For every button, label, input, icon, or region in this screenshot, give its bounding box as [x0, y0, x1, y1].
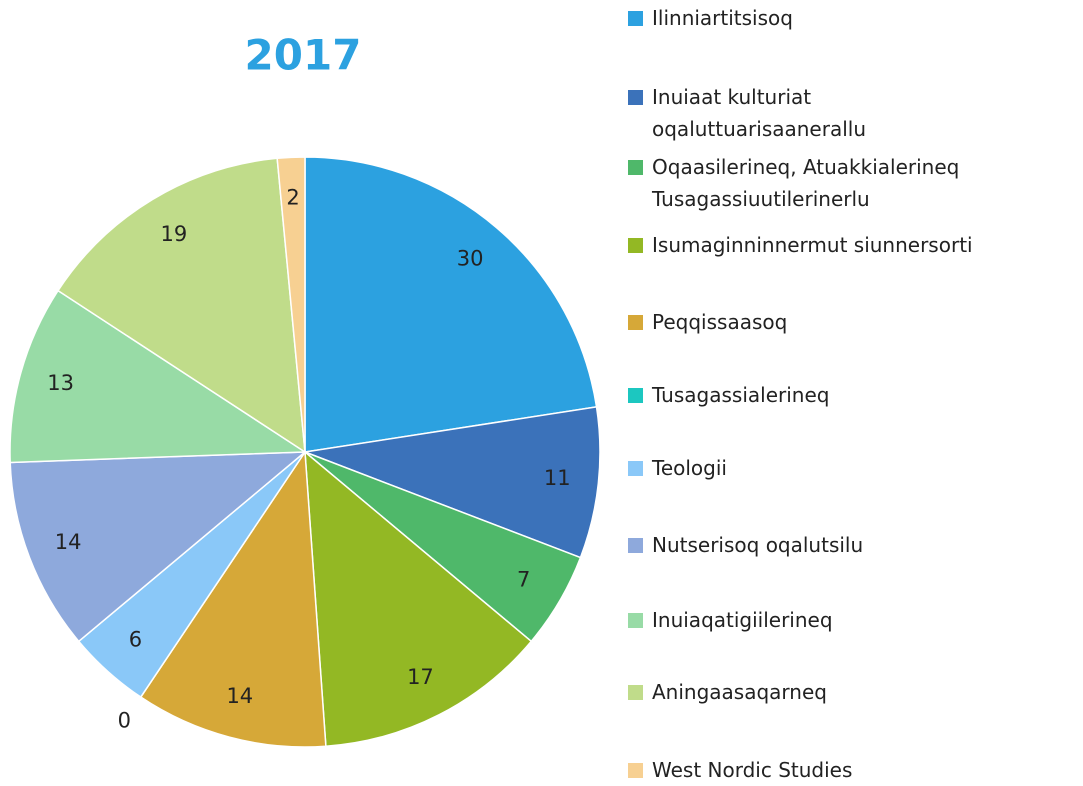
legend-item: Inuiaat kulturiat oqaluttuarisaanerallu	[628, 81, 866, 145]
legend-label: Teologii	[652, 456, 727, 480]
data-label: 17	[407, 665, 434, 689]
pie-slice	[302, 406, 601, 559]
data-label: 2	[286, 186, 299, 210]
legend-label: Aningaasaqarneq	[652, 680, 827, 704]
data-label: 30	[457, 246, 484, 270]
legend-item: Teologii	[628, 452, 727, 484]
legend-label: Peqqissaasoq	[652, 310, 788, 334]
legend-label: Oqaasilerineq, Atuakkialerineq Tusagassi…	[652, 155, 960, 211]
pie-slice	[304, 450, 533, 748]
legend-swatch	[628, 11, 643, 26]
legend-swatch	[628, 538, 643, 553]
legend-label: Ilinniartitsisoq	[652, 6, 793, 30]
data-label: 6	[129, 628, 142, 652]
legend-swatch	[628, 461, 643, 476]
legend-item: Inuiaqatigiilerineq	[628, 604, 833, 636]
pie-slice	[304, 156, 598, 453]
chart-title: 2017	[245, 31, 362, 80]
pie-slice	[56, 157, 306, 454]
legend-item: Aningaasaqarneq	[628, 676, 827, 708]
legend-swatch	[628, 388, 643, 403]
data-label: 7	[517, 568, 530, 592]
legend-label: Inuiaqatigiilerineq	[652, 608, 833, 632]
pie-slice	[9, 451, 308, 643]
legend-swatch	[628, 315, 643, 330]
legend-swatch	[628, 763, 643, 778]
legend-swatch	[628, 160, 643, 175]
data-label: 14	[226, 684, 253, 708]
data-label: 13	[47, 371, 74, 395]
legend-label: West Nordic Studies	[652, 758, 853, 782]
data-label: 11	[544, 466, 571, 490]
data-label: 14	[55, 530, 82, 554]
legend-item: West Nordic Studies	[628, 754, 852, 786]
legend-label: Tusagassialerineq	[652, 383, 830, 407]
legend-label: Isumaginninnermut siunnersorti	[652, 233, 973, 257]
pie-slice	[276, 156, 306, 453]
legend-item: Peqqissaasoq	[628, 306, 787, 338]
legend-item: Oqaasilerineq, Atuakkialerineq Tusagassi…	[628, 151, 959, 215]
pie-slice	[9, 289, 308, 464]
legend-swatch	[628, 613, 643, 628]
legend-label: Nutserisoq oqalutsilu	[652, 533, 864, 557]
data-label: 0	[118, 709, 131, 733]
legend-swatch	[628, 685, 643, 700]
legend-item: Tusagassialerineq	[628, 379, 829, 411]
pie-slice	[139, 449, 327, 748]
legend-swatch	[628, 90, 643, 105]
data-label: 19	[160, 222, 187, 246]
legend-swatch	[628, 238, 643, 253]
legend-item: Nutserisoq oqalutsilu	[628, 529, 863, 561]
chart: 2017 30 11 7 17 14 0 6 14 13 19 2	[9, 31, 601, 748]
legend-item: Isumaginninnermut siunnersorti	[628, 229, 973, 261]
legend-item: Ilinniartitsisoq	[628, 2, 793, 34]
legend-label: Inuiaat kulturiat oqaluttuarisaanerallu	[652, 85, 866, 141]
